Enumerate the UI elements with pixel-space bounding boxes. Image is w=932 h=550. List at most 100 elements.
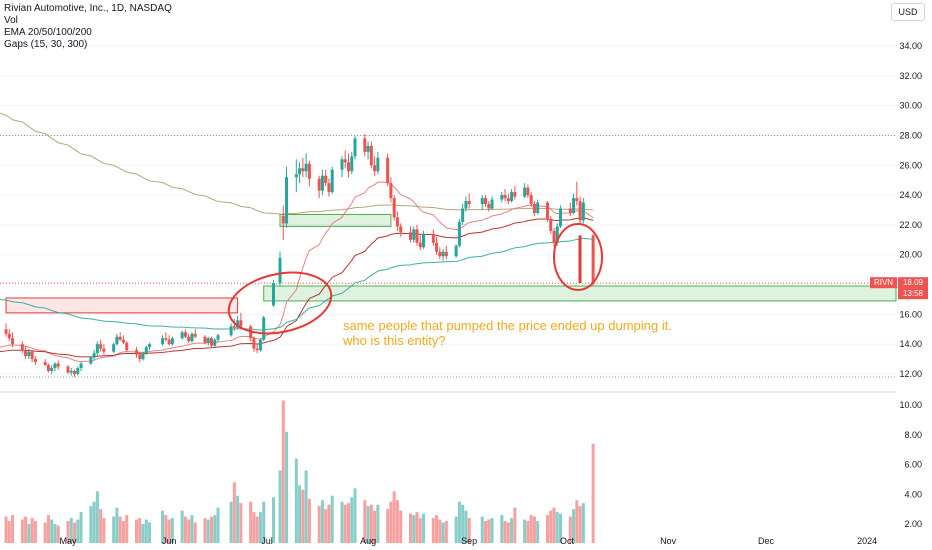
- volume-bar: [301, 489, 305, 543]
- annotation-text: same people that pumped the price ended …: [343, 318, 672, 348]
- candle-body: [408, 232, 412, 240]
- candle-body: [193, 333, 197, 337]
- volume-bar: [549, 510, 553, 543]
- candle-body: [11, 338, 15, 345]
- candle-body: [373, 165, 377, 172]
- volume-bar: [467, 518, 471, 543]
- candle-body: [523, 187, 527, 197]
- countdown-tag: 13:58: [902, 289, 924, 299]
- volume-bar: [27, 524, 31, 543]
- volume-bar: [141, 524, 145, 543]
- volume-bar: [262, 501, 266, 543]
- candle-body: [95, 344, 99, 354]
- candle-body: [27, 351, 31, 357]
- candle-body: [438, 251, 442, 257]
- time-tick-label: Oct: [560, 536, 575, 546]
- price-tick-label: 30.00: [899, 101, 922, 111]
- volume-bar: [457, 501, 461, 543]
- candle-body: [294, 174, 298, 178]
- candle-body: [327, 183, 331, 193]
- volume-bar: [43, 522, 47, 543]
- circle-annotation: [553, 223, 603, 291]
- volume-bar: [529, 515, 533, 543]
- candle-body: [50, 368, 54, 372]
- volume-tick-label: 4.00: [904, 489, 922, 499]
- candle-body: [69, 371, 73, 373]
- candle-body: [30, 351, 34, 360]
- volume-bar: [581, 503, 585, 543]
- candle-body: [4, 329, 8, 334]
- volume-bar: [239, 503, 243, 543]
- candle-body: [79, 363, 83, 369]
- volume-bar: [490, 518, 494, 543]
- time-tick-label: Jul: [261, 536, 273, 546]
- candle-body: [20, 344, 24, 351]
- candle-body: [503, 195, 507, 199]
- volume-bar: [373, 510, 377, 543]
- volume-bar: [307, 498, 311, 543]
- volume-bar: [386, 509, 390, 543]
- candle-body: [480, 198, 484, 205]
- volume-bar: [487, 519, 491, 543]
- volume-bar: [324, 509, 328, 543]
- candle-body: [467, 201, 471, 205]
- candle-body: [363, 138, 367, 152]
- candle-body: [56, 363, 60, 367]
- candle-body: [43, 362, 47, 366]
- candle-body: [444, 251, 448, 257]
- volume-bar: [343, 504, 347, 543]
- volume-bar: [483, 521, 487, 543]
- currency-button[interactable]: USD: [891, 3, 925, 21]
- volume-bar: [190, 515, 194, 543]
- volume-bar: [278, 470, 282, 543]
- candle-body: [510, 192, 514, 202]
- candle-body: [125, 342, 129, 351]
- candle-body: [232, 326, 236, 328]
- volume-bar: [138, 518, 142, 543]
- volume-bar: [330, 495, 334, 543]
- volume-bar: [95, 491, 99, 543]
- volume-bar: [532, 516, 536, 543]
- volume-bar: [294, 458, 298, 543]
- candle-body: [431, 233, 435, 243]
- candle-body: [7, 333, 11, 339]
- candle-body: [92, 353, 96, 358]
- volume-bar: [4, 516, 8, 543]
- candle-body: [555, 226, 559, 243]
- candle-body: [513, 192, 517, 197]
- candle-body: [229, 326, 233, 336]
- volume-bar: [422, 513, 426, 543]
- volume-bar: [50, 519, 54, 543]
- volume-bar: [340, 501, 344, 543]
- candle-body: [239, 320, 243, 327]
- candle-body: [183, 332, 187, 337]
- candle-body: [144, 347, 148, 354]
- circle-annotation: [227, 271, 333, 335]
- candle-body: [278, 257, 282, 284]
- volume-bar: [578, 506, 582, 543]
- price-tick-label: 20.00: [899, 250, 922, 260]
- volume-bar: [7, 521, 11, 543]
- volume-bar: [347, 503, 351, 543]
- volume-bar: [431, 518, 435, 543]
- candle-body: [536, 202, 540, 213]
- candle-body: [213, 339, 217, 346]
- candle-body: [415, 229, 419, 243]
- volume-bar: [285, 431, 289, 543]
- candle-body: [532, 204, 536, 213]
- volume-bar: [180, 510, 184, 543]
- volume-bar: [369, 504, 373, 543]
- candle-body: [53, 363, 57, 369]
- price-tick-label: 28.00: [899, 130, 922, 140]
- candle-body: [262, 317, 266, 340]
- volume-bar: [255, 516, 259, 543]
- volume-bar: [170, 518, 174, 543]
- time-tick-label: Nov: [660, 536, 677, 546]
- volume-bar: [33, 521, 37, 543]
- price-tick-label: 14.00: [899, 339, 922, 349]
- candle-body: [73, 371, 77, 374]
- time-tick-label: 2024: [857, 536, 877, 546]
- candle-body: [389, 183, 393, 199]
- candle-body: [258, 339, 262, 351]
